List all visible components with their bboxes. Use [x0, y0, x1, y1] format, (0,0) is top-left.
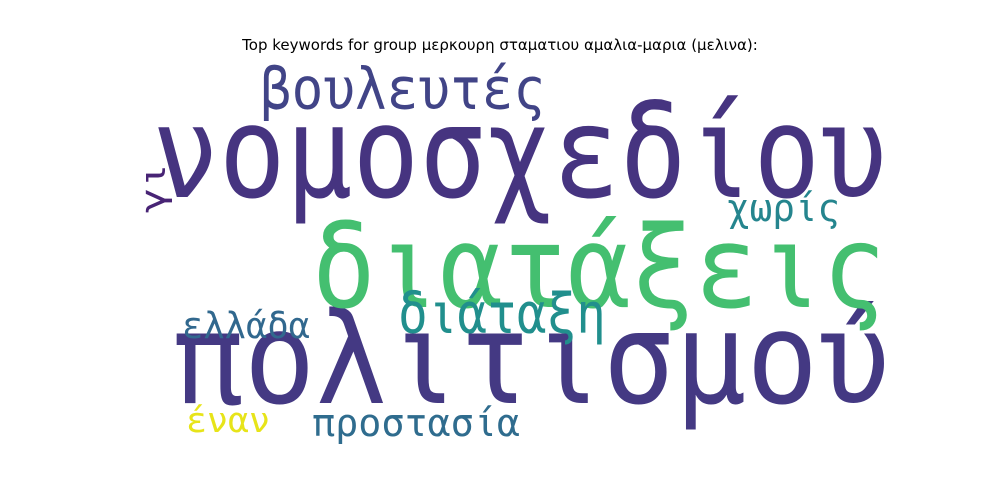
- word-8: προστασία: [312, 401, 520, 445]
- word-1: νομοσχεδίου: [152, 79, 887, 227]
- word-5: διάταξη: [398, 282, 606, 347]
- word-6: χωρίς: [727, 186, 840, 230]
- word-3: διατάξεις: [312, 201, 886, 334]
- chart-title: Top keywords for group μερκουρη σταματιο…: [242, 36, 758, 54]
- word-7: ελλάδα: [182, 306, 310, 347]
- word-2: πολιτισμού: [172, 285, 890, 433]
- word-9: έναν: [186, 401, 270, 441]
- word-10: γι: [134, 163, 174, 213]
- word-4: βουλευτές: [260, 55, 545, 123]
